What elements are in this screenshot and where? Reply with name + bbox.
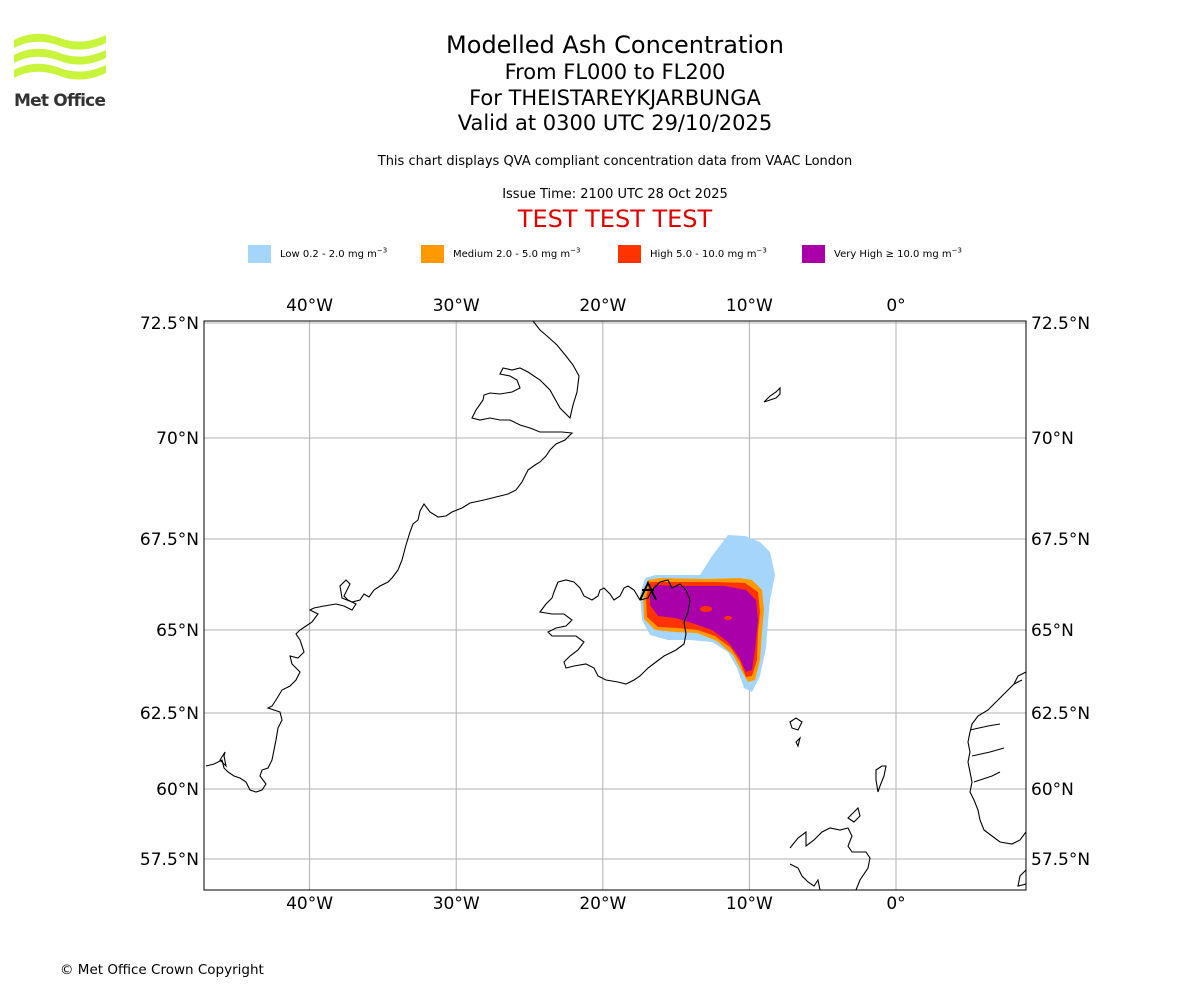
lon-tick-label-bottom: 20°W	[579, 894, 626, 914]
map-tick-labels: 40°W 40°W 30°W 30°W 20°W 20°W 10°W 10°W 0° 0° 72.5…	[140, 296, 1090, 914]
coast-norway	[967, 671, 1026, 845]
lon-tick-label-top: 10°W	[726, 296, 773, 316]
lat-tick-label-left: 57.5°N	[140, 850, 199, 870]
coast-greenland	[205, 321, 580, 793]
ash-contours	[640, 535, 775, 692]
lon-tick-label-top: 40°W	[286, 296, 333, 316]
valid-time: Valid at 0300 UTC 29/10/2025	[457, 111, 773, 135]
coast-scotland	[789, 827, 871, 890]
legend-item-high: High 5.0 - 10.0 mg m−3	[618, 244, 767, 264]
ash-high-spot-2	[724, 616, 732, 620]
lat-tick-label-right: 70°N	[1031, 429, 1074, 449]
met-office-logo: Met Office	[14, 30, 106, 111]
coastlines	[205, 321, 1026, 890]
lat-tick-label-left: 62.5°N	[140, 704, 199, 724]
coast-iceland	[539, 579, 691, 685]
legend-label-medium: Medium 2.0 - 5.0 mg m−3	[453, 246, 581, 260]
lat-tick-label-left: 67.5°N	[140, 530, 199, 550]
lat-tick-label-right: 72.5°N	[1031, 314, 1090, 334]
ash-high-spot	[700, 606, 712, 612]
coast-norway-fjords	[969, 679, 1026, 887]
legend-swatch-medium	[421, 245, 444, 263]
map-frame	[203, 320, 1027, 891]
lon-tick-label-top: 0°	[886, 296, 905, 316]
coast-greenland-island	[219, 751, 227, 768]
legend-swatch-very-high	[802, 245, 825, 263]
flight-levels: From FL000 to FL200	[504, 60, 726, 84]
lat-tick-label-left: 72.5°N	[140, 314, 199, 334]
lat-tick-label-right: 60°N	[1031, 780, 1074, 800]
legend-item-low: Low 0.2 - 2.0 mg m−3	[248, 244, 387, 264]
coast-orkney	[847, 806, 861, 823]
lat-tick-label-right: 57.5°N	[1031, 850, 1090, 870]
legend-swatch-low	[248, 245, 271, 263]
lon-tick-label-top: 30°W	[433, 296, 480, 316]
issue-time: Issue Time: 2100 UTC 28 Oct 2025	[502, 186, 728, 202]
lon-tick-label-bottom: 0°	[886, 894, 905, 914]
logo-text: Met Office	[14, 91, 106, 111]
lat-tick-label-left: 70°N	[156, 429, 199, 449]
coast-jan-mayen	[763, 386, 781, 403]
coast-shetland	[875, 765, 887, 793]
legend-item-very-high: Very High ≥ 10.0 mg m−3	[802, 244, 962, 264]
legend-label-high: High 5.0 - 10.0 mg m−3	[650, 246, 767, 260]
lon-tick-label-bottom: 10°W	[726, 894, 773, 914]
legend-label-very-high: Very High ≥ 10.0 mg m−3	[834, 246, 962, 260]
map-gridlines	[204, 321, 1026, 890]
lon-tick-label-bottom: 30°W	[433, 894, 480, 914]
legend-swatch-high	[618, 245, 641, 263]
lat-tick-label-left: 65°N	[156, 621, 199, 641]
volcano-name: For THEISTAREYKJARBUNGA	[469, 85, 761, 110]
coast-faroe	[789, 717, 803, 748]
volcano-marker-icon	[639, 580, 657, 601]
lat-tick-label-right: 62.5°N	[1031, 704, 1090, 724]
lon-tick-label-top: 20°W	[579, 296, 626, 316]
legend-item-medium: Medium 2.0 - 5.0 mg m−3	[421, 244, 580, 264]
lat-tick-label-right: 67.5°N	[1031, 530, 1090, 550]
test-banner: TEST TEST TEST	[517, 204, 713, 233]
qva-note: This chart displays QVA compliant concen…	[377, 153, 853, 169]
lat-tick-label-left: 60°N	[156, 780, 199, 800]
met-office-wave-icon	[14, 33, 106, 80]
ash-very-high-region	[650, 585, 758, 672]
chart-title: Modelled Ash Concentration	[446, 31, 784, 59]
lat-tick-label-right: 65°N	[1031, 621, 1074, 641]
copyright-text: © Met Office Crown Copyright	[60, 962, 264, 978]
lon-tick-label-bottom: 40°W	[286, 894, 333, 914]
chart-titles: Modelled Ash Concentration From FL000 to…	[0, 30, 1200, 233]
legend-label-low: Low 0.2 - 2.0 mg m−3	[280, 246, 388, 260]
